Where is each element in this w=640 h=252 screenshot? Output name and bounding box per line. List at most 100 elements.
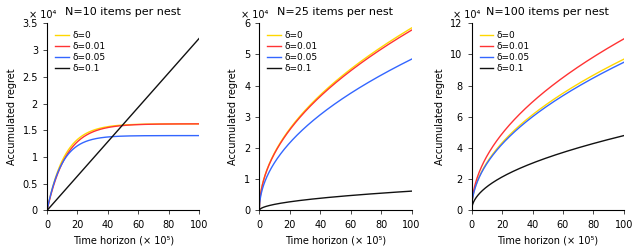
δ=0.1 xyxy=(346,194,354,197)
δ=0.1 xyxy=(558,151,566,154)
Line: δ=0.05: δ=0.05 xyxy=(47,136,199,210)
δ=0.1 xyxy=(540,157,548,160)
δ=0.05 xyxy=(329,104,337,107)
δ=0.05 xyxy=(346,92,354,95)
δ=0.05 xyxy=(616,62,624,66)
δ=0.05 xyxy=(541,106,548,109)
δ=0 xyxy=(43,209,51,212)
δ=0.1 xyxy=(43,209,51,212)
Line: δ=0.01: δ=0.01 xyxy=(472,39,624,210)
δ=0 xyxy=(616,59,624,62)
Line: δ=0: δ=0 xyxy=(259,28,412,210)
δ=0 xyxy=(593,72,600,75)
δ=0.01 xyxy=(168,122,175,125)
δ=0 xyxy=(541,104,548,107)
Legend: δ=0, δ=0.01, δ=0.05, δ=0.1: δ=0, δ=0.01, δ=0.05, δ=0.1 xyxy=(476,28,534,76)
δ=0 xyxy=(540,105,548,108)
Line: δ=0.05: δ=0.05 xyxy=(259,59,412,210)
δ=0.01 xyxy=(593,54,600,57)
δ=0.05 xyxy=(192,134,200,137)
δ=0 xyxy=(125,123,133,126)
Line: δ=0.1: δ=0.1 xyxy=(472,136,624,210)
δ=0.01 xyxy=(541,90,548,93)
δ=0 xyxy=(255,209,263,212)
δ=0.05 xyxy=(468,209,476,212)
δ=0.1 xyxy=(404,190,412,193)
δ=0.05 xyxy=(380,72,388,75)
δ=0 xyxy=(329,82,337,85)
δ=0 xyxy=(115,124,123,127)
δ=0.05 xyxy=(558,95,566,98)
δ=0.1 xyxy=(134,106,141,109)
Title: N=100 items per nest: N=100 items per nest xyxy=(486,7,609,17)
Line: δ=0: δ=0 xyxy=(47,124,199,210)
δ=0.1 xyxy=(255,209,263,212)
δ=0.01 xyxy=(404,31,412,34)
δ=0.1 xyxy=(116,126,124,129)
Text: × 10⁴: × 10⁴ xyxy=(241,10,268,20)
δ=0.1 xyxy=(329,196,337,199)
δ=0.1 xyxy=(192,41,200,44)
Y-axis label: Accumulated regret: Accumulated regret xyxy=(228,69,239,165)
δ=0 xyxy=(195,122,203,125)
δ=0 xyxy=(346,68,354,71)
δ=0.05 xyxy=(408,58,415,61)
δ=0 xyxy=(168,122,175,125)
Line: δ=0.01: δ=0.01 xyxy=(47,124,199,210)
δ=0.01 xyxy=(558,77,566,80)
δ=0.05 xyxy=(550,100,558,103)
δ=0.01 xyxy=(195,122,203,125)
δ=0.05 xyxy=(115,135,123,138)
δ=0.1 xyxy=(195,37,203,40)
δ=0 xyxy=(380,44,388,47)
Line: δ=0.1: δ=0.1 xyxy=(259,191,412,210)
δ=0.1 xyxy=(468,209,476,212)
δ=0 xyxy=(328,83,335,86)
δ=0 xyxy=(192,122,200,125)
δ=0.01 xyxy=(408,29,415,32)
Legend: δ=0, δ=0.01, δ=0.05, δ=0.1: δ=0, δ=0.01, δ=0.05, δ=0.1 xyxy=(264,28,321,76)
δ=0 xyxy=(558,92,566,95)
δ=0.01 xyxy=(540,91,548,94)
δ=0.1 xyxy=(616,135,624,138)
Line: δ=0.1: δ=0.1 xyxy=(47,38,199,210)
δ=0 xyxy=(408,26,415,29)
X-axis label: Time horizon (× 10⁵): Time horizon (× 10⁵) xyxy=(497,235,598,245)
δ=0.05 xyxy=(116,135,124,138)
δ=0.05 xyxy=(620,61,628,64)
δ=0 xyxy=(468,209,476,212)
δ=0.05 xyxy=(43,209,51,212)
δ=0 xyxy=(404,29,412,32)
δ=0.01 xyxy=(380,46,388,49)
δ=0 xyxy=(620,58,628,61)
δ=0.05 xyxy=(338,98,346,101)
δ=0 xyxy=(338,75,346,78)
δ=0.01 xyxy=(468,209,476,212)
δ=0.01 xyxy=(125,123,133,127)
δ=0.1 xyxy=(115,127,123,130)
δ=0.05 xyxy=(540,107,548,110)
δ=0.05 xyxy=(168,134,175,137)
δ=0.01 xyxy=(616,40,624,43)
δ=0 xyxy=(550,98,558,101)
δ=0.05 xyxy=(255,209,263,212)
δ=0.01 xyxy=(329,84,337,87)
δ=0.01 xyxy=(43,209,51,212)
Text: × 10⁴: × 10⁴ xyxy=(453,10,481,20)
δ=0.01 xyxy=(338,76,346,79)
Title: N=25 items per nest: N=25 items per nest xyxy=(278,7,394,17)
δ=0.05 xyxy=(195,134,203,137)
δ=0.01 xyxy=(550,83,558,86)
δ=0.05 xyxy=(134,134,141,137)
X-axis label: Time horizon (× 10⁵): Time horizon (× 10⁵) xyxy=(285,235,386,245)
δ=0.05 xyxy=(404,59,412,62)
δ=0.01 xyxy=(115,124,123,127)
δ=0.05 xyxy=(593,75,600,78)
δ=0.01 xyxy=(346,70,354,73)
δ=0.1 xyxy=(593,141,600,144)
Line: δ=0.05: δ=0.05 xyxy=(472,62,624,210)
Title: N=10 items per nest: N=10 items per nest xyxy=(65,7,181,17)
Y-axis label: Accumulated regret: Accumulated regret xyxy=(435,69,445,165)
δ=0.05 xyxy=(125,134,133,137)
δ=0.01 xyxy=(134,123,141,126)
